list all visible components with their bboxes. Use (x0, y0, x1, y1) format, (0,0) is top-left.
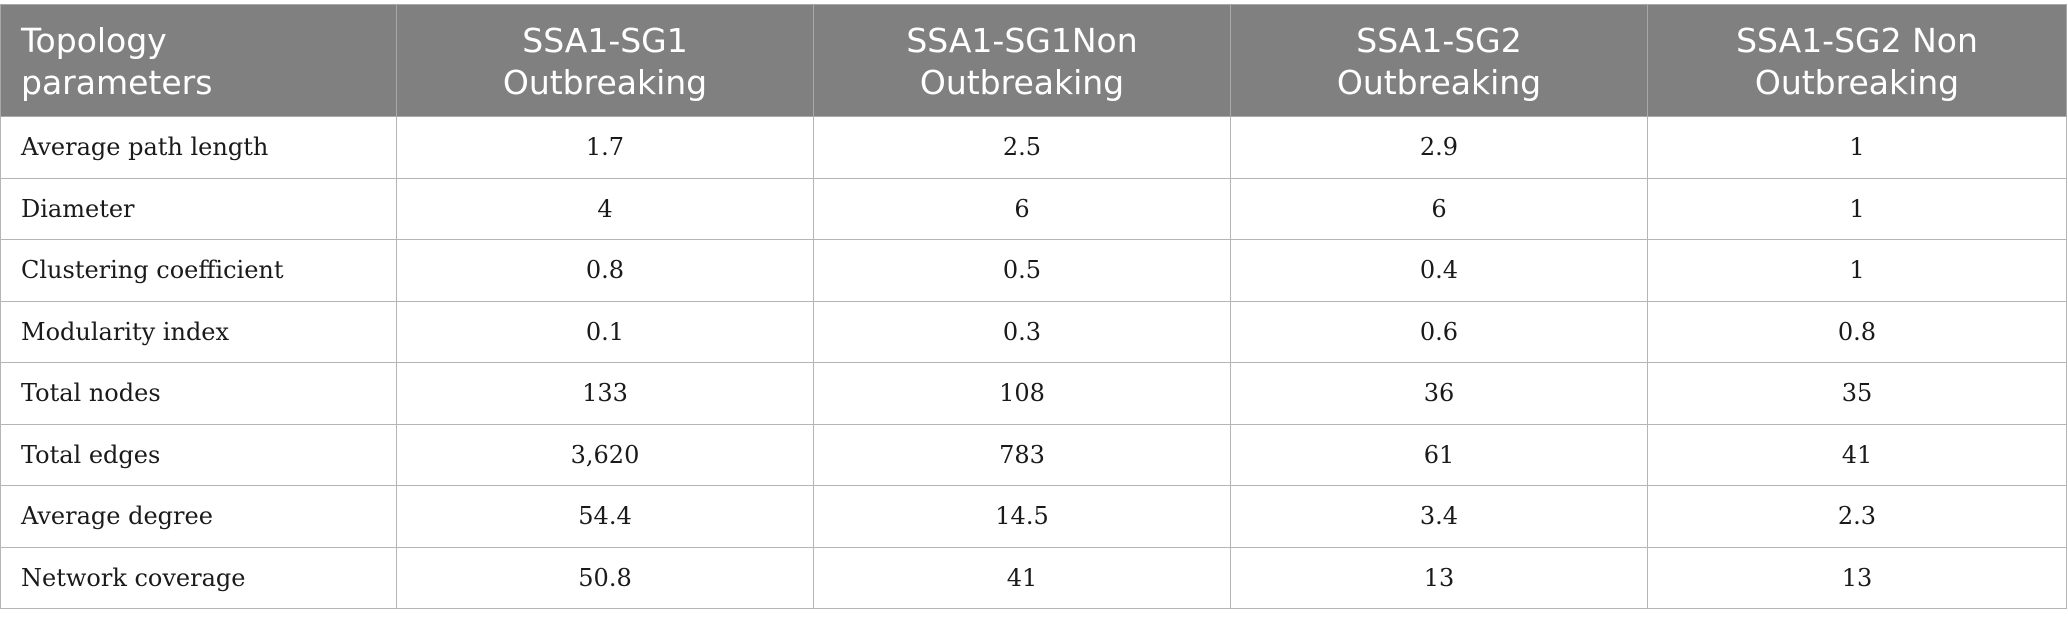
table-cell: 2.3 (1647, 485, 2067, 548)
table-cell: 6 (1230, 177, 1648, 240)
row-label: Total nodes (0, 362, 397, 425)
table-cell: 133 (396, 362, 814, 425)
header-ssa1-sg2-non-outbreaking: SSA1-SG2 Non Outbreaking (1647, 4, 2067, 117)
header-line: Outbreaking (1336, 62, 1542, 102)
table-cell: 13 (1647, 546, 2067, 609)
header-ssa1-sg1-non-outbreaking: SSA1-SG1Non Outbreaking (813, 4, 1231, 117)
table-row: Clustering coefficient 0.8 0.5 0.4 1 (0, 239, 2067, 302)
topology-parameters-table: Topology parameters SSA1-SG1 Outbreaking… (0, 4, 2067, 609)
table-cell: 1 (1647, 116, 2067, 179)
table-cell: 6 (813, 177, 1231, 240)
table-header: Topology parameters SSA1-SG1 Outbreaking… (0, 4, 2067, 117)
table-cell: 1 (1647, 177, 2067, 240)
table-cell: 50.8 (396, 546, 814, 609)
row-label: Network coverage (0, 546, 397, 609)
table-cell: 14.5 (813, 485, 1231, 548)
header-line: SSA1-SG2 (1356, 20, 1522, 60)
table-cell: 0.8 (1647, 300, 2067, 363)
table-cell: 1.7 (396, 116, 814, 179)
table-cell: 0.6 (1230, 300, 1648, 363)
table-cell: 2.9 (1230, 116, 1648, 179)
header-line: Outbreaking (502, 62, 708, 102)
table-cell: 0.1 (396, 300, 814, 363)
header-line: SSA1-SG1 (522, 20, 688, 60)
table-row: Total nodes 133 108 36 35 (0, 362, 2067, 425)
row-label: Average path length (0, 116, 397, 179)
table-cell: 36 (1230, 362, 1648, 425)
table-row: Average path length 1.7 2.5 2.9 1 (0, 116, 2067, 179)
table-cell: 0.8 (396, 239, 814, 302)
row-label: Average degree (0, 485, 397, 548)
row-label: Clustering coefficient (0, 239, 397, 302)
table-cell: 0.3 (813, 300, 1231, 363)
table-cell: 35 (1647, 362, 2067, 425)
header-line: SSA1-SG2 Non (1736, 20, 1978, 60)
header-line: Outbreaking (919, 62, 1125, 102)
table-cell: 783 (813, 423, 1231, 486)
table-row: Total edges 3,620 783 61 41 (0, 423, 2067, 486)
header-topology-parameters: Topology parameters (0, 4, 397, 117)
data-table-container: Topology parameters SSA1-SG1 Outbreaking… (0, 4, 2067, 609)
header-line: SSA1-SG1Non (906, 20, 1138, 60)
table-cell: 54.4 (396, 485, 814, 548)
table-cell: 13 (1230, 546, 1648, 609)
table-cell: 4 (396, 177, 814, 240)
table-row: Modularity index 0.1 0.3 0.6 0.8 (0, 300, 2067, 363)
header-line: Topology (21, 20, 167, 60)
row-label: Modularity index (0, 300, 397, 363)
table-cell: 108 (813, 362, 1231, 425)
table-row: Network coverage 50.8 41 13 13 (0, 546, 2067, 609)
table-cell: 1 (1647, 239, 2067, 302)
header-line: parameters (21, 62, 213, 102)
row-label: Diameter (0, 177, 397, 240)
table-cell: 0.5 (813, 239, 1231, 302)
header-line: Outbreaking (1754, 62, 1960, 102)
table-body: Average path length 1.7 2.5 2.9 1 Diamet… (0, 116, 2067, 609)
header-ssa1-sg2-outbreaking: SSA1-SG2 Outbreaking (1230, 4, 1648, 117)
table-cell: 0.4 (1230, 239, 1648, 302)
table-cell: 2.5 (813, 116, 1231, 179)
table-cell: 61 (1230, 423, 1648, 486)
table-row: Diameter 4 6 6 1 (0, 177, 2067, 240)
table-cell: 41 (813, 546, 1231, 609)
table-row: Average degree 54.4 14.5 3.4 2.3 (0, 485, 2067, 548)
table-cell: 3,620 (396, 423, 814, 486)
row-label: Total edges (0, 423, 397, 486)
header-ssa1-sg1-outbreaking: SSA1-SG1 Outbreaking (396, 4, 814, 117)
header-row: Topology parameters SSA1-SG1 Outbreaking… (0, 4, 2067, 117)
table-cell: 3.4 (1230, 485, 1648, 548)
table-cell: 41 (1647, 423, 2067, 486)
